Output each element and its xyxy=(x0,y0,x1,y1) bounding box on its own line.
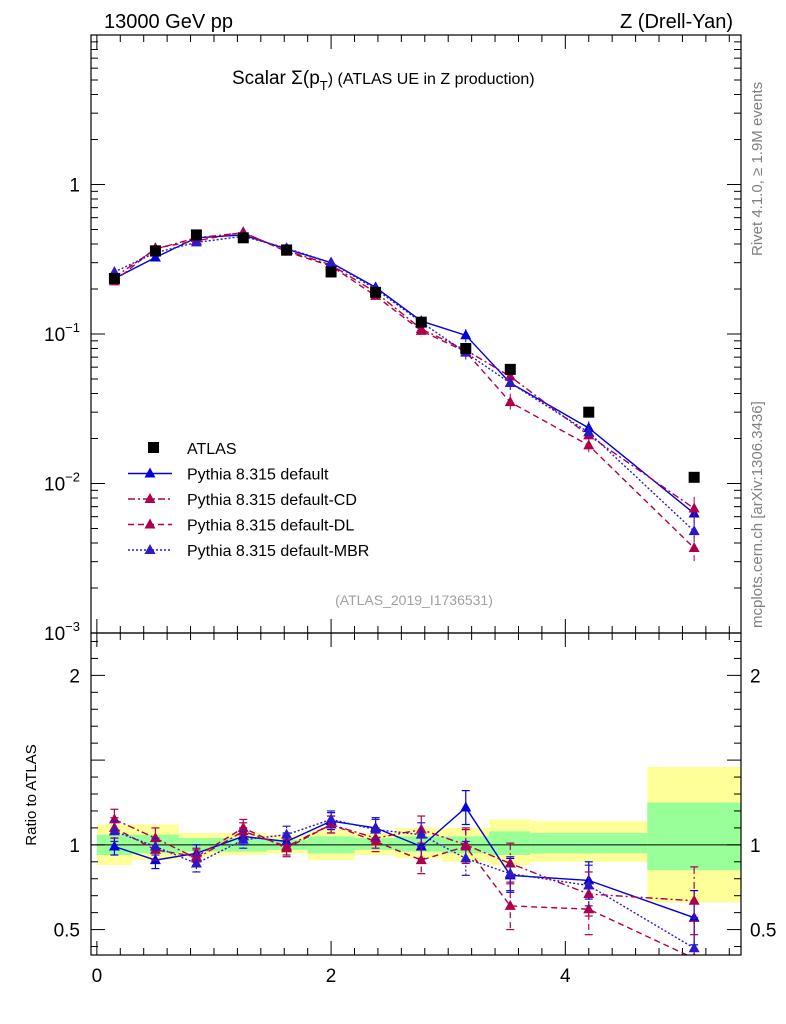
ratio-point-mbr xyxy=(415,828,427,839)
series-point-dl xyxy=(415,324,427,335)
ratio-point-default xyxy=(583,874,595,885)
legend-label-default: Pythia 8.315 default xyxy=(187,467,329,484)
chart-title: Scalar Σ(pT) (ATLAS UE in Z production) xyxy=(232,68,535,93)
legend-label-mbr: Pythia 8.315 default-MBR xyxy=(187,543,369,560)
legend-label-dl: Pythia 8.315 default-DL xyxy=(187,518,354,535)
ratio-frame xyxy=(90,632,742,956)
series-point-mbr xyxy=(190,236,202,247)
ratio-point-default xyxy=(108,840,120,851)
ratio-point-mbr xyxy=(325,813,337,824)
ratio-point-mbr xyxy=(370,823,382,834)
header-right: Z (Drell-Yan) xyxy=(620,11,733,33)
legend: ATLAS Pythia 8.315 default Pythia 8.315 de… xyxy=(128,441,369,560)
ratio-point-default xyxy=(149,854,161,865)
atlas-point xyxy=(504,363,516,375)
uncertainty-band-green xyxy=(530,832,648,854)
series-line-mbr xyxy=(114,235,695,532)
atlas-point xyxy=(325,266,337,278)
ratio-point-dl xyxy=(583,903,595,914)
legend-label-cd: Pythia 8.315 default-CD xyxy=(187,492,357,509)
atlas-point xyxy=(460,342,472,354)
legend-marker-default xyxy=(144,467,156,478)
series-point-mbr xyxy=(325,256,337,267)
main-panel: 1 10−1 10−2 10−3 xyxy=(44,34,742,955)
ratio-point-dl xyxy=(415,854,427,865)
ratio-point-default xyxy=(460,801,472,812)
series-point-mbr xyxy=(583,426,595,437)
ratio-ytick-label-right: 0.5 xyxy=(750,921,776,942)
ratio-point-mbr xyxy=(504,867,516,878)
atlas-point xyxy=(108,273,120,285)
ratio-line-dl xyxy=(114,823,689,955)
ratio-point-mbr xyxy=(460,852,472,863)
legend-label-atlas: ATLAS xyxy=(187,441,237,458)
series-point-default xyxy=(460,329,472,340)
ratio-point-cd xyxy=(583,887,595,898)
series-point-dl xyxy=(583,439,595,450)
atlas-point xyxy=(281,244,293,256)
series-point-mbr xyxy=(688,525,700,536)
series-point-dl xyxy=(504,396,516,407)
uncertainty-band-green xyxy=(647,802,741,871)
ratio-point-dl xyxy=(504,899,516,910)
atlas-point xyxy=(237,232,249,244)
legend-marker-cd xyxy=(144,493,156,503)
ratio-point-mbr xyxy=(108,825,120,836)
xtick-label: 4 xyxy=(560,966,571,987)
atlas-point xyxy=(415,316,427,328)
series-point-cd xyxy=(504,370,516,381)
ratio-ylabel: Ratio to ATLAS xyxy=(23,744,40,845)
atlas-point xyxy=(688,471,700,483)
xtick-label: 0 xyxy=(92,966,103,987)
main-ytick-label: 1 xyxy=(69,176,80,197)
main-ytick-label: 10−2 xyxy=(44,470,80,496)
ratio-point-dl xyxy=(237,821,249,832)
ratio-point-mbr xyxy=(149,840,161,851)
series-line-dl xyxy=(113,231,695,549)
series-point-cd xyxy=(688,502,700,513)
main-ytick-label: 10−3 xyxy=(44,619,80,645)
atlas-point xyxy=(370,286,382,298)
ratio-point-default xyxy=(415,840,427,851)
xtick-label: 2 xyxy=(326,966,337,987)
ratio-line-mbr xyxy=(114,818,695,949)
ratio-point-mbr xyxy=(281,828,293,839)
mcplots-label: mcplots.cern.ch [arXiv:1306.3436] xyxy=(749,401,766,628)
series-line-cd xyxy=(114,232,695,510)
ratio-ytick-label-left: 2 xyxy=(69,666,80,687)
ratio-point-cd xyxy=(688,894,700,905)
ratio-panel: 2 2 1 1 0.5 0.5 0 2 4 xyxy=(54,632,776,987)
ratio-ytick-label-left: 1 xyxy=(69,836,80,857)
legend-marker-atlas xyxy=(148,442,159,453)
rivet-label: Rivet 4.1.0, ≥ 1.9M events xyxy=(749,82,766,256)
ratio-point-dl xyxy=(370,835,382,846)
ratio-point-dl xyxy=(692,952,696,955)
analysis-id: (ATLAS_2019_I1736531) xyxy=(335,592,493,608)
main-series xyxy=(108,226,700,565)
atlas-point xyxy=(583,406,595,418)
ratio-point-mbr xyxy=(237,833,249,844)
main-ytick-label: 10−1 xyxy=(44,320,80,346)
ratio-point-dl xyxy=(281,842,293,853)
ratio-ytick-label-right: 1 xyxy=(750,836,761,857)
header-left: 13000 GeV pp xyxy=(104,11,233,33)
ratio-point-mbr xyxy=(583,879,595,890)
series-point-mbr xyxy=(504,377,516,388)
ratio-ytick-label-left: 0.5 xyxy=(54,921,80,942)
ratio-ytick-label-right: 2 xyxy=(750,666,761,687)
ratio-point-mbr xyxy=(688,942,700,953)
atlas-point xyxy=(190,229,202,241)
series-point-dl xyxy=(688,542,700,553)
ratio-series xyxy=(108,790,700,955)
atlas-point xyxy=(149,245,161,257)
legend-marker-dl xyxy=(144,518,156,529)
ratio-point-mbr xyxy=(190,857,202,868)
legend-marker-mbr xyxy=(144,544,156,554)
